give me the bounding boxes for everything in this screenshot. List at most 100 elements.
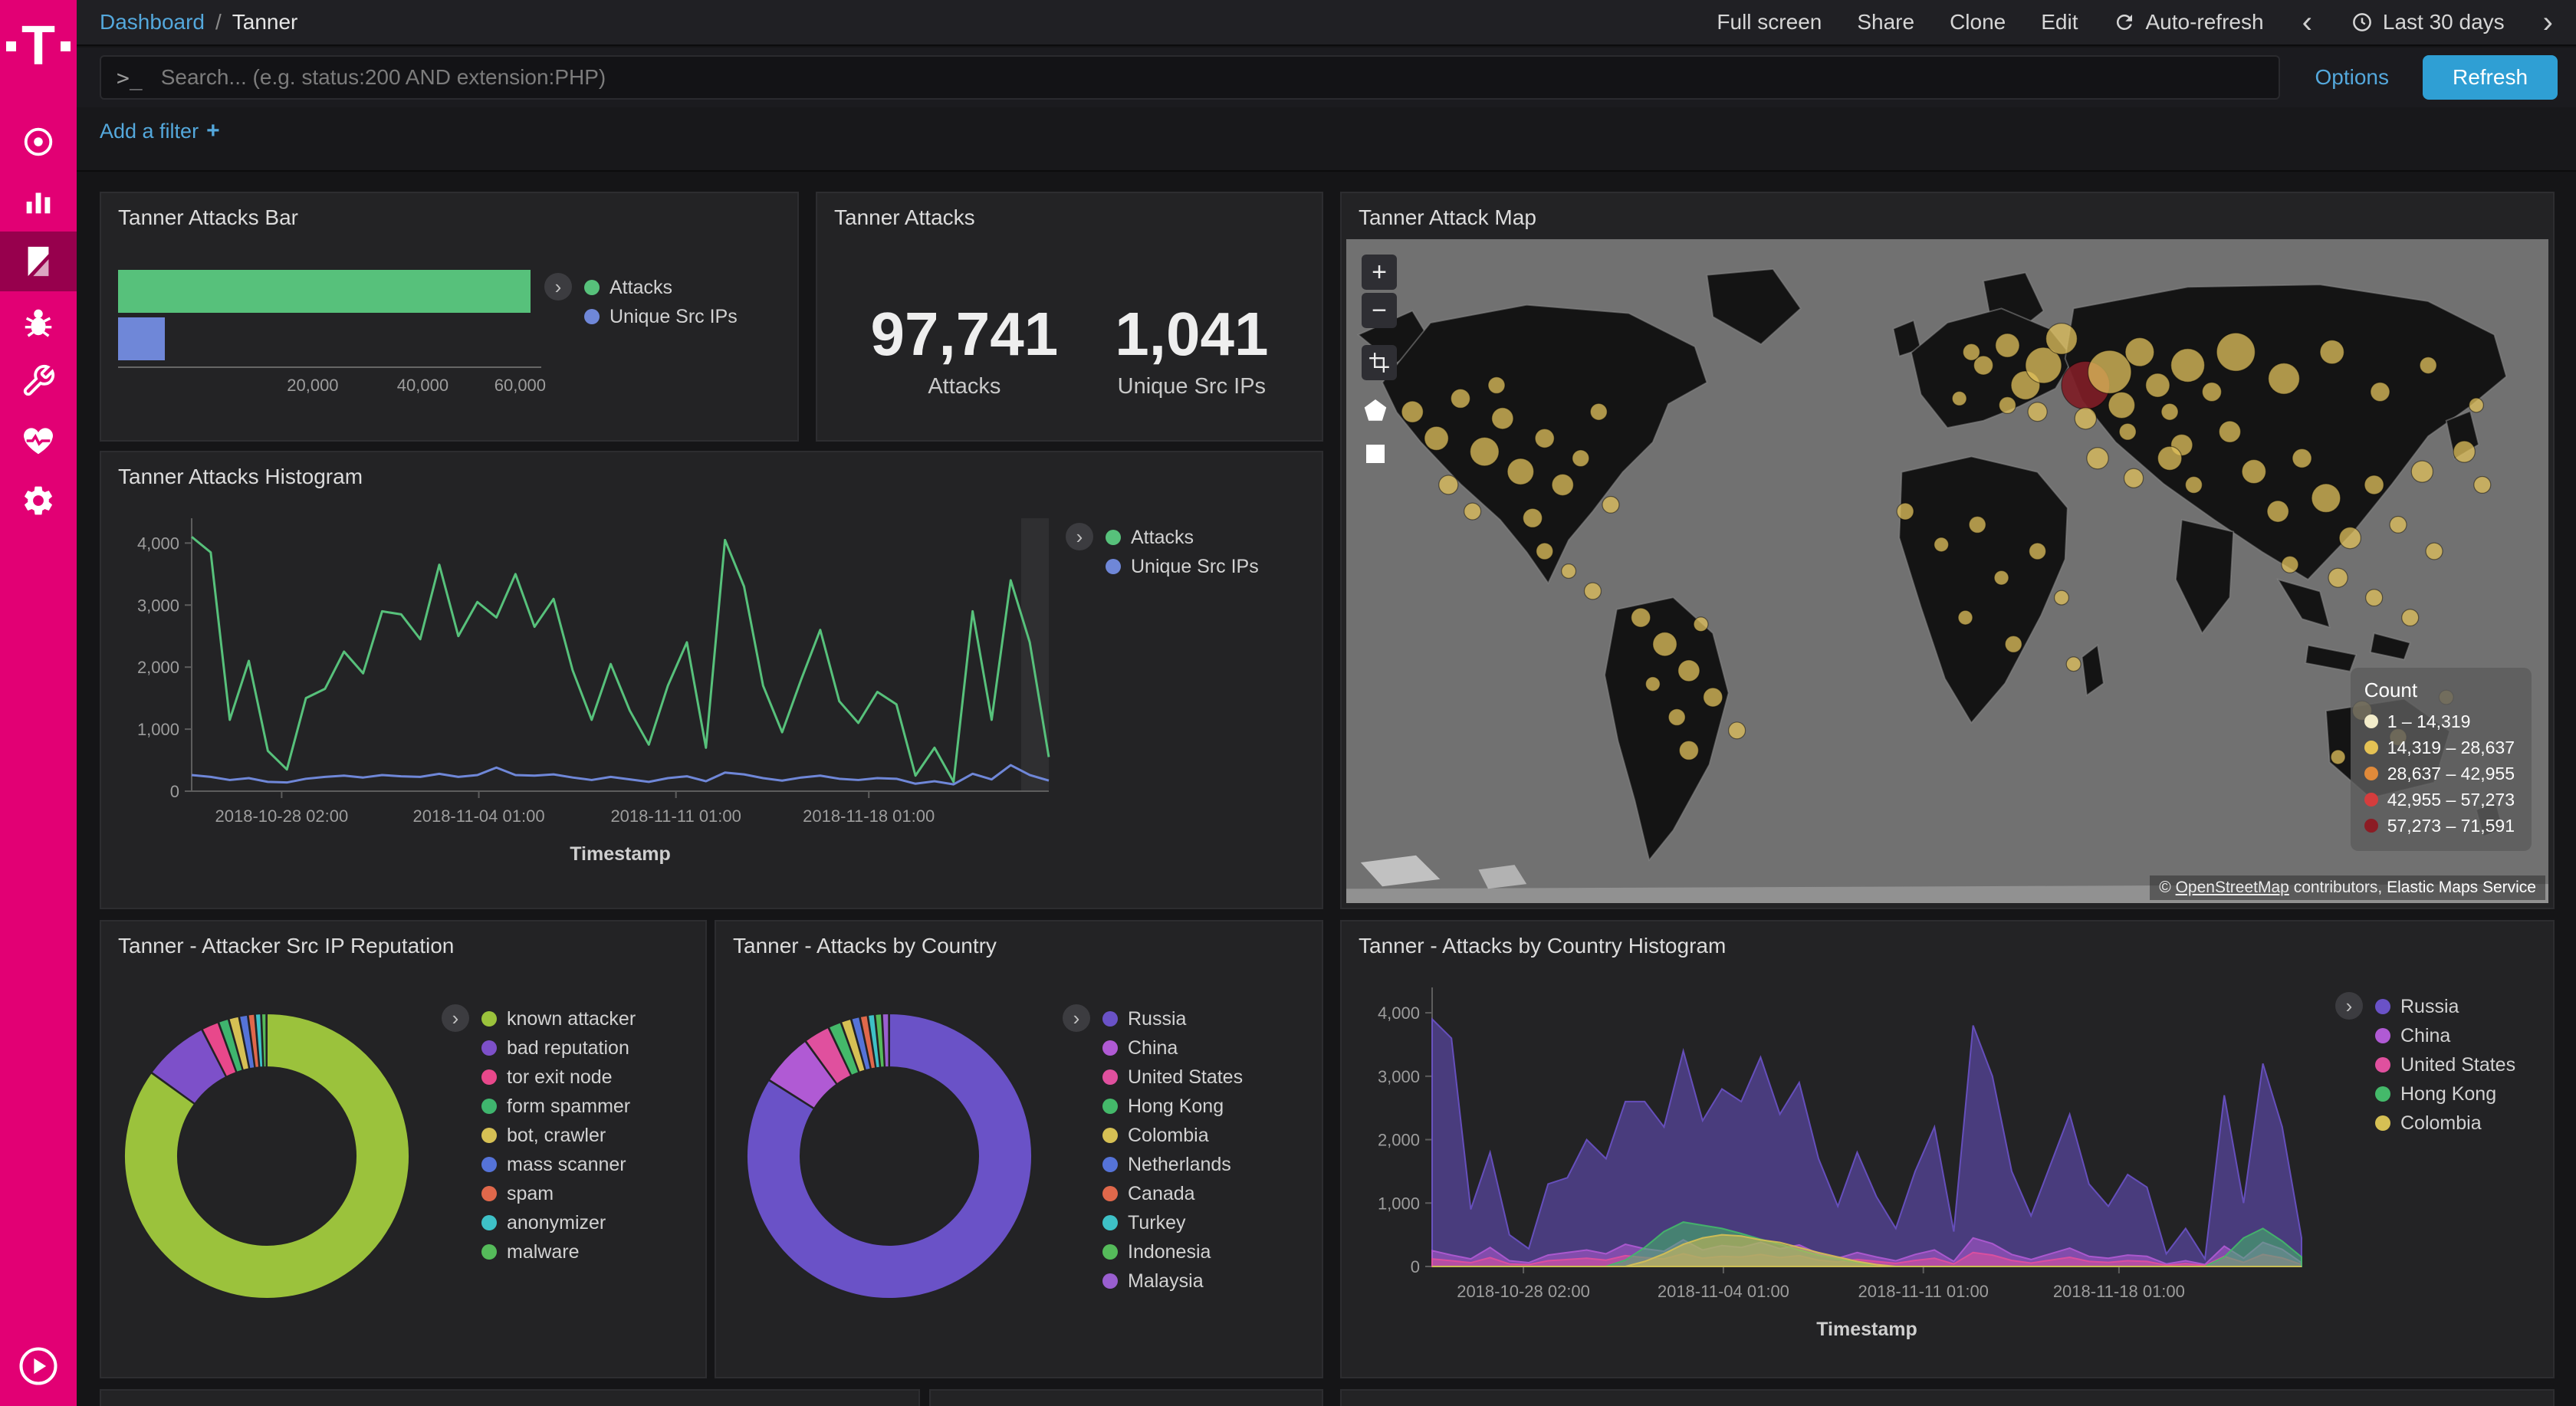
action-full-screen[interactable]: Full screen (1717, 10, 1822, 34)
attack-count-bubble[interactable] (1438, 475, 1459, 495)
attack-count-bubble[interactable] (2370, 382, 2390, 402)
attack-count-bubble[interactable] (1998, 396, 2017, 415)
attack-count-bubble[interactable] (1522, 508, 1543, 528)
legend-item[interactable]: bad reputation (481, 1033, 636, 1063)
attack-count-bubble[interactable] (1896, 502, 1914, 521)
attack-count-bubble[interactable] (1551, 473, 1574, 497)
legend-item[interactable]: Netherlands (1102, 1150, 1243, 1179)
attack-count-bubble[interactable] (1973, 355, 1994, 376)
attack-count-bubble[interactable] (1993, 570, 2009, 586)
attack-count-bubble[interactable] (2170, 348, 2206, 383)
legend-item[interactable]: Unique Src IPs (584, 302, 738, 331)
legend-collapse-icon[interactable]: › (442, 1004, 469, 1032)
attack-count-bubble[interactable] (1703, 687, 1723, 708)
legend-item[interactable]: United States (2375, 1050, 2515, 1079)
refresh-button[interactable]: Refresh (2423, 55, 2558, 100)
attack-count-bubble[interactable] (1536, 542, 1554, 560)
legend-item[interactable]: Malaysia (1102, 1266, 1243, 1296)
legend-item[interactable]: mass scanner (481, 1150, 636, 1179)
sidebar-item-heartbeat[interactable] (0, 411, 77, 471)
attack-count-bubble[interactable] (1951, 390, 1967, 406)
legend-item[interactable]: China (1102, 1033, 1243, 1063)
donut-slice-known-attacker[interactable] (123, 1012, 410, 1299)
attack-count-bubble[interactable] (2053, 590, 2069, 606)
action-edit[interactable]: Edit (2041, 10, 2078, 34)
attack-count-bubble[interactable] (1630, 607, 1651, 628)
attack-count-bubble[interactable] (2338, 527, 2362, 550)
attack-count-bubble[interactable] (2311, 483, 2341, 514)
attack-count-bubble[interactable] (1424, 425, 1449, 451)
legend-item[interactable]: Indonesia (1102, 1237, 1243, 1266)
attack-count-bubble[interactable] (2328, 567, 2348, 588)
attack-count-bubble[interactable] (2364, 475, 2384, 495)
auto-refresh-button[interactable]: Auto-refresh (2113, 10, 2264, 34)
legend-item[interactable]: spam (481, 1179, 636, 1208)
openstreetmap-link[interactable]: OpenStreetMap (2175, 879, 2289, 896)
options-link[interactable]: Options (2315, 65, 2390, 89)
attack-count-bubble[interactable] (2216, 332, 2256, 372)
attack-count-bubble[interactable] (2201, 382, 2223, 402)
attack-count-bubble[interactable] (2184, 475, 2203, 494)
attack-count-bubble[interactable] (2028, 542, 2047, 560)
sidebar-item-bar-chart[interactable] (0, 172, 77, 232)
elastic-maps-service-link[interactable]: Elastic Maps Service (2387, 879, 2536, 896)
attack-count-bubble[interactable] (2145, 373, 2170, 398)
telekom-logo[interactable]: T (0, 0, 77, 92)
attack-count-bubble[interactable] (1644, 676, 1661, 692)
attack-count-bubble[interactable] (2004, 635, 2022, 653)
donut-slice-malware[interactable] (260, 1012, 268, 1069)
legend-item[interactable]: Attacks (1106, 523, 1259, 552)
attack-count-bubble[interactable] (1995, 333, 2020, 358)
sidebar-item-gear[interactable] (0, 471, 77, 531)
attack-count-bubble[interactable] (2074, 407, 2098, 430)
time-range-picker[interactable]: Last 30 days (2351, 10, 2505, 34)
attack-count-bubble[interactable] (2241, 458, 2267, 485)
sidebar-item-play[interactable] (18, 1345, 59, 1391)
legend-item[interactable]: Turkey (1102, 1208, 1243, 1237)
time-step-back-button[interactable]: ‹ (2302, 5, 2312, 39)
legend-collapse-icon[interactable]: › (1063, 1004, 1090, 1032)
legend-item[interactable]: Russia (1102, 1004, 1243, 1033)
attack-count-bubble[interactable] (1727, 721, 1746, 740)
attack-count-bubble[interactable] (1962, 343, 1980, 361)
zoom-in-button[interactable]: + (1362, 255, 1397, 290)
legend-item[interactable]: malware (481, 1237, 636, 1266)
attack-count-bubble[interactable] (1450, 388, 1471, 409)
donut-slice-malaysia[interactable] (881, 1012, 890, 1069)
attack-map[interactable]: + − Count 1 – 14,319 14,319 – 28,637 28,637… (1346, 239, 2548, 903)
attack-count-bubble[interactable] (2410, 460, 2434, 483)
legend-item[interactable]: Attacks (584, 273, 738, 302)
attack-count-bubble[interactable] (2027, 402, 2048, 422)
legend-collapse-icon[interactable]: › (1066, 523, 1093, 550)
sidebar-item-honeypot[interactable] (0, 291, 77, 351)
attack-count-bubble[interactable] (2281, 555, 2299, 573)
attack-count-bubble[interactable] (1572, 449, 1590, 468)
legend-item[interactable]: Colombia (2375, 1109, 2515, 1138)
legend-item[interactable]: known attacker (481, 1004, 636, 1033)
attack-count-bubble[interactable] (2266, 500, 2289, 523)
legend-item[interactable]: anonymizer (481, 1208, 636, 1237)
legend-item[interactable]: Colombia (1102, 1121, 1243, 1150)
attack-count-bubble[interactable] (2065, 656, 2082, 672)
action-clone[interactable]: Clone (1950, 10, 2006, 34)
attack-count-bubble[interactable] (2292, 448, 2312, 468)
attack-count-bubble[interactable] (2389, 515, 2407, 534)
search-input[interactable] (159, 64, 2263, 90)
attack-count-bubble[interactable] (1668, 708, 1686, 727)
attack-count-bubble[interactable] (2118, 422, 2137, 441)
attack-count-bubble[interactable] (2025, 347, 2062, 384)
attack-count-bubble[interactable] (2473, 475, 2492, 494)
attack-count-bubble[interactable] (2330, 749, 2346, 765)
attack-count-bubble[interactable] (2124, 337, 2155, 367)
legend-item[interactable]: Hong Kong (1102, 1092, 1243, 1121)
legend-collapse-icon[interactable]: › (544, 273, 572, 301)
attack-count-bubble[interactable] (2086, 447, 2109, 470)
search-bar[interactable]: >_ (100, 55, 2280, 100)
attack-count-bubble[interactable] (1583, 582, 1602, 600)
zoom-out-button[interactable]: − (1362, 293, 1397, 328)
attack-count-bubble[interactable] (2401, 609, 2420, 627)
attack-count-bubble[interactable] (1589, 402, 1608, 421)
attack-count-bubble[interactable] (1491, 407, 1514, 430)
legend-item[interactable]: Russia (2375, 992, 2515, 1021)
attack-count-bubble[interactable] (1602, 495, 1620, 514)
